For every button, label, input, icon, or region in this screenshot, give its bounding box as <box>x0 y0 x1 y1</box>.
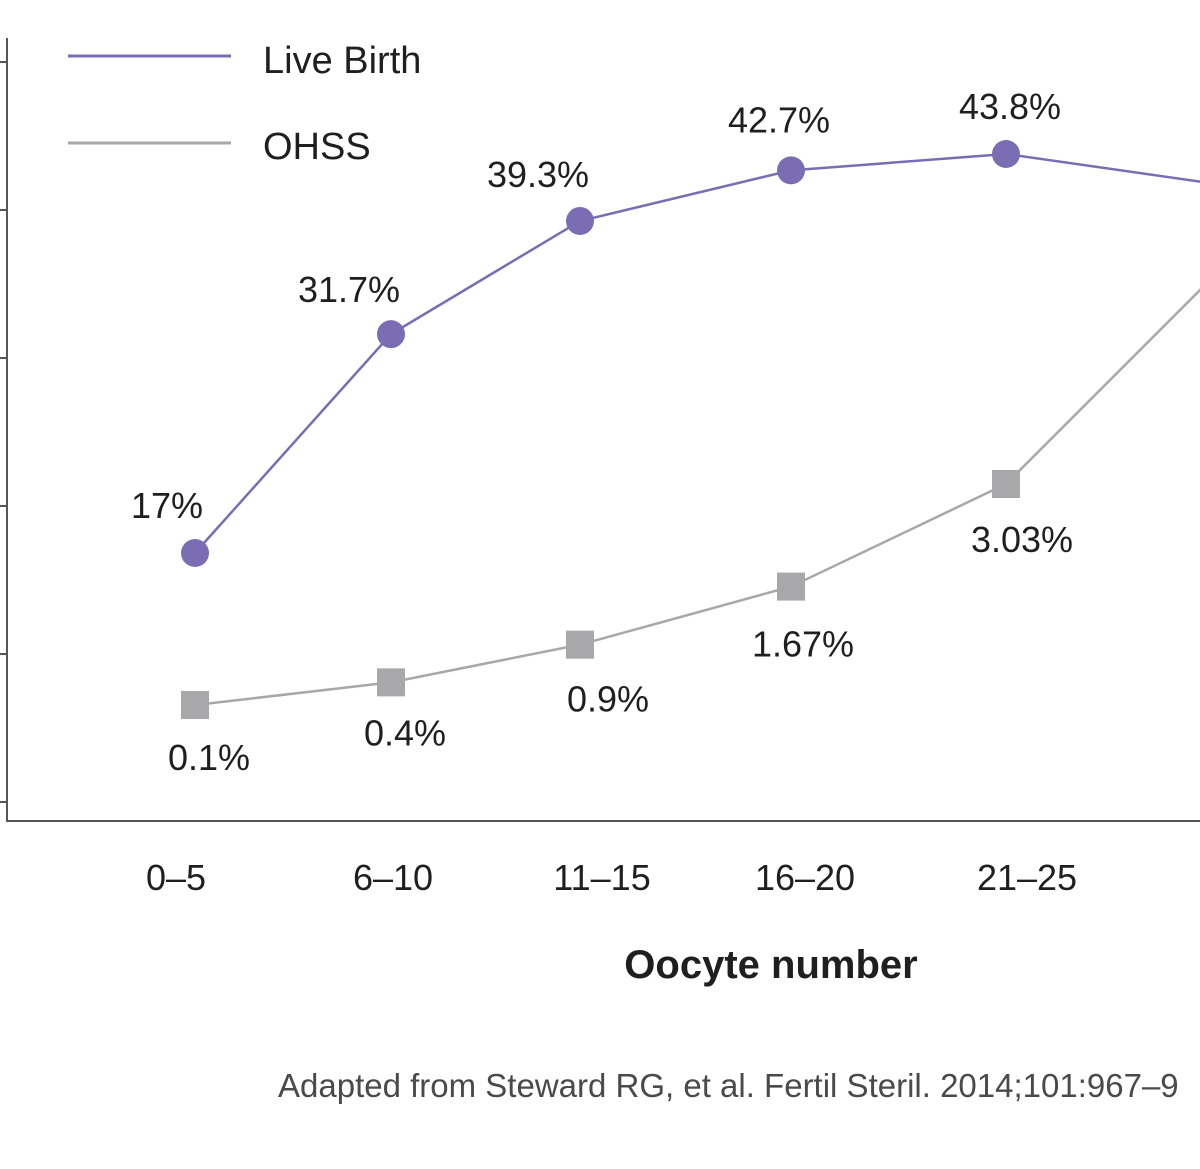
data-label: 43.8% <box>959 86 1061 127</box>
data-label: 0.9% <box>567 679 649 720</box>
data-point <box>566 206 594 235</box>
x-axis-tick-labels: 0–5 6–10 11–15 16–20 21–25 <box>146 857 1077 898</box>
y-axis-ticks <box>0 61 8 803</box>
series-layer: 17% 31.7% 39.3% 42.7% 43.8% 0.1% 0.4% 0.9% 1.67%… <box>131 86 1200 778</box>
data-point <box>377 668 405 697</box>
data-point <box>181 691 209 719</box>
data-point <box>992 470 1020 498</box>
legend: Live Birth OHSS <box>68 40 421 168</box>
data-label: 31.7% <box>298 269 400 310</box>
series-line-ohss <box>194 288 1200 707</box>
legend-label-ohss: OHSS <box>263 126 371 168</box>
series-line-live-birth <box>194 152 1200 554</box>
data-point <box>181 539 209 567</box>
x-tick-label: 21–25 <box>977 857 1077 898</box>
data-point <box>566 630 594 659</box>
x-axis-title: Oocyte number <box>624 943 917 987</box>
source-note: Adapted from Steward RG, et al. Fertil S… <box>278 1067 1179 1104</box>
data-label: 0.4% <box>364 712 446 753</box>
x-tick-label: 16–20 <box>755 857 855 898</box>
data-label: 0.1% <box>168 737 250 778</box>
data-label: 3.03% <box>971 519 1073 560</box>
legend-label-live-birth: Live Birth <box>263 40 421 82</box>
data-point <box>777 572 805 601</box>
data-label: 1.67% <box>752 624 854 665</box>
data-label: 42.7% <box>728 99 830 140</box>
data-point <box>992 140 1020 168</box>
x-tick-label: 0–5 <box>146 857 206 898</box>
data-label: 39.3% <box>487 154 589 195</box>
x-tick-label: 11–15 <box>553 857 650 898</box>
data-label: 17% <box>131 485 203 526</box>
data-point <box>777 156 805 185</box>
x-tick-label: 6–10 <box>353 857 433 898</box>
data-point <box>377 320 405 349</box>
